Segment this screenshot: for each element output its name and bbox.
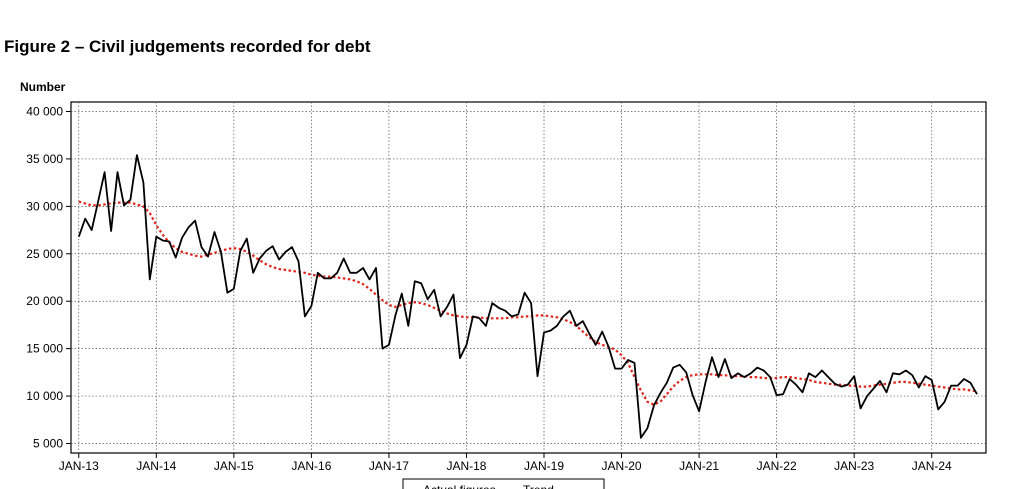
legend: Actual figures Trend <box>402 478 605 489</box>
x-tick-label: JAN-16 <box>291 459 331 473</box>
y-tick-label: 30 000 <box>26 199 63 213</box>
x-tick-label: JAN-22 <box>757 459 797 473</box>
trend-line <box>78 200 978 406</box>
x-tick-label: JAN-14 <box>136 459 176 473</box>
y-tick-label: 20 000 <box>26 294 63 308</box>
y-tick-label: 35 000 <box>26 152 63 166</box>
x-tick-label: JAN-18 <box>446 459 486 473</box>
x-tick-label: JAN-24 <box>912 459 952 473</box>
axes: 5 000 10 000 15 000 20 000 25 000 30 000 35 00… <box>26 104 952 473</box>
x-tick-label: JAN-23 <box>834 459 874 473</box>
y-tick-label: 10 000 <box>26 389 63 403</box>
gridlines <box>71 102 986 453</box>
series-lines <box>77 154 978 439</box>
y-tick-label: 25 000 <box>26 247 63 261</box>
x-tick-label: JAN-15 <box>214 459 254 473</box>
y-axis-unit-label: Number <box>20 80 66 94</box>
legend-label-actual: Actual figures <box>423 483 496 489</box>
x-tick-label: JAN-20 <box>602 459 642 473</box>
figure-title: Figure 2 – Civil judgements recorded for… <box>4 37 371 56</box>
x-tick-label: JAN-13 <box>59 459 99 473</box>
actual-figures-line <box>77 154 978 439</box>
x-tick-label: JAN-21 <box>679 459 719 473</box>
legend-box <box>402 478 605 489</box>
legend-label-trend: Trend <box>523 483 554 489</box>
x-tick-label: JAN-17 <box>369 459 409 473</box>
y-tick-label: 5 000 <box>33 437 63 451</box>
y-tick-label: 40 000 <box>26 104 63 118</box>
x-tick-label: JAN-19 <box>524 459 564 473</box>
y-tick-label: 15 000 <box>26 342 63 356</box>
plot-area <box>70 101 987 454</box>
